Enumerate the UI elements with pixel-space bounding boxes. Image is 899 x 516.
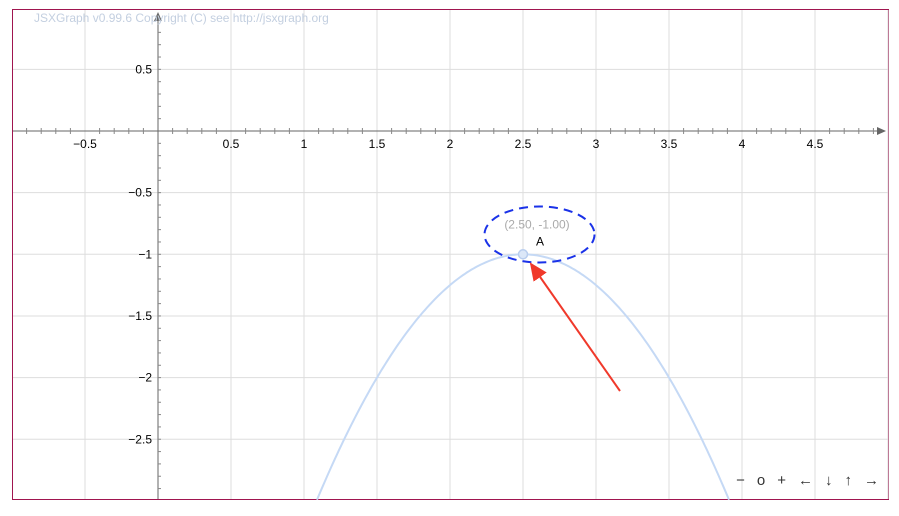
x-tick-label: 2: [447, 137, 454, 151]
y-tick-label: −0.5: [128, 186, 152, 200]
zoom-reset-button[interactable]: o: [756, 472, 766, 489]
pan-down-button[interactable]: ↓: [825, 472, 833, 489]
zoom-in-button[interactable]: +: [777, 472, 786, 489]
navigation-bar: − o + ← ↓ ↑ →: [736, 472, 879, 489]
pan-left-button[interactable]: ←: [798, 472, 813, 489]
x-tick-label: 3.5: [661, 137, 678, 151]
point-a-name: A: [536, 234, 544, 248]
point-a-coordinates: (2.50, -1.00): [504, 217, 569, 231]
x-tick-label: 0.5: [223, 137, 240, 151]
x-tick-label: 1: [301, 137, 308, 151]
y-tick-label: −2.5: [128, 432, 152, 446]
annotation-arrow: [529, 262, 621, 392]
pan-up-button[interactable]: ↑: [844, 472, 853, 489]
x-tick-label: 4: [739, 137, 746, 151]
x-tick-label: 3: [593, 137, 600, 151]
y-tick-label: −1: [138, 247, 152, 261]
x-tick-label: 4.5: [807, 137, 824, 151]
y-tick-label: −2: [138, 371, 152, 385]
zoom-out-button[interactable]: −: [736, 472, 745, 489]
y-tick-label: 0.5: [135, 62, 152, 76]
x-tick-label: 2.5: [515, 137, 532, 151]
x-tick-label: −0.5: [73, 137, 97, 151]
x-tick-label: 1.5: [369, 137, 386, 151]
point-a: [517, 249, 529, 260]
pan-right-button[interactable]: →: [864, 472, 879, 489]
y-tick-label: −1.5: [128, 309, 152, 323]
copyright-text: JSXGraph v0.99.6 Copyright (C) see http:…: [34, 11, 329, 25]
